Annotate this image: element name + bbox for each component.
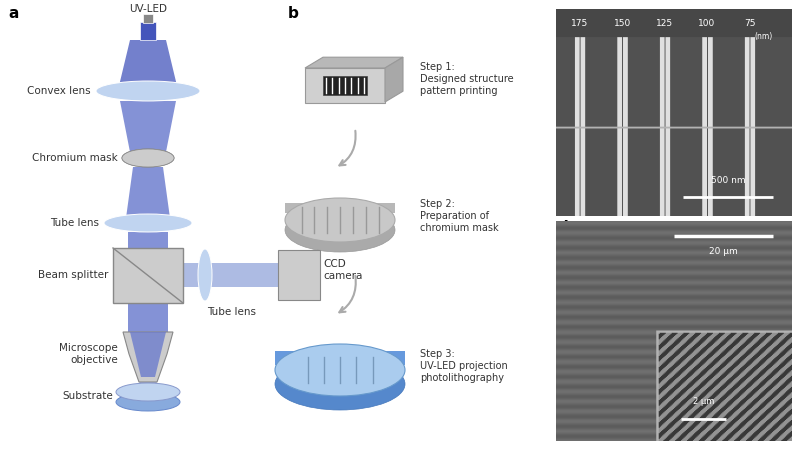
Text: Step 2:
Preparation of
chromium mask: Step 2: Preparation of chromium mask <box>420 199 498 233</box>
Bar <box>140 22 156 40</box>
Polygon shape <box>183 263 293 287</box>
Ellipse shape <box>116 383 180 401</box>
Polygon shape <box>118 40 178 90</box>
Bar <box>275 351 405 365</box>
Text: Step 3:
UV-LED projection
photolithography: Step 3: UV-LED projection photolithograp… <box>420 349 508 382</box>
Text: c: c <box>557 6 566 21</box>
Polygon shape <box>120 101 176 152</box>
Bar <box>143 14 153 23</box>
Text: Step 1:
Designed structure
pattern printing: Step 1: Designed structure pattern print… <box>420 63 514 95</box>
Text: 125: 125 <box>656 18 673 27</box>
Text: Chromium mask: Chromium mask <box>32 153 118 163</box>
Polygon shape <box>305 57 403 68</box>
Ellipse shape <box>104 214 192 232</box>
Ellipse shape <box>275 358 405 410</box>
Text: Convex lens: Convex lens <box>27 86 91 96</box>
Bar <box>305 68 385 103</box>
Text: b: b <box>288 6 299 21</box>
Polygon shape <box>130 332 166 377</box>
Text: 150: 150 <box>614 18 630 27</box>
Polygon shape <box>126 167 170 218</box>
Polygon shape <box>128 303 168 332</box>
Text: 20 μm: 20 μm <box>709 247 738 256</box>
Bar <box>323 76 367 95</box>
Bar <box>285 203 395 213</box>
Ellipse shape <box>275 344 405 396</box>
Text: (nm): (nm) <box>755 32 773 40</box>
Ellipse shape <box>285 208 395 252</box>
Bar <box>278 250 320 300</box>
Text: 75: 75 <box>744 18 755 27</box>
Text: 500 nm: 500 nm <box>711 176 746 185</box>
Text: 175: 175 <box>571 18 588 27</box>
Polygon shape <box>385 57 403 102</box>
Ellipse shape <box>116 393 180 411</box>
Ellipse shape <box>122 149 174 167</box>
Text: CCD
camera: CCD camera <box>323 259 362 281</box>
Polygon shape <box>123 332 173 382</box>
Text: Tube lens: Tube lens <box>207 307 256 317</box>
Polygon shape <box>136 378 160 392</box>
Text: Tube lens: Tube lens <box>50 218 99 228</box>
Text: Substrate: Substrate <box>62 391 113 401</box>
Text: d: d <box>557 220 568 235</box>
Text: 2 μm: 2 μm <box>693 397 714 406</box>
Ellipse shape <box>122 149 174 167</box>
Ellipse shape <box>96 81 200 101</box>
Ellipse shape <box>198 249 212 301</box>
Text: a: a <box>8 6 18 21</box>
Polygon shape <box>128 232 168 265</box>
Text: Microscope
objective: Microscope objective <box>59 343 118 365</box>
Text: UV-LED: UV-LED <box>129 4 167 14</box>
Text: 100: 100 <box>698 18 716 27</box>
Text: Beam splitter: Beam splitter <box>38 270 108 280</box>
Ellipse shape <box>285 198 395 242</box>
Bar <box>113 248 183 303</box>
